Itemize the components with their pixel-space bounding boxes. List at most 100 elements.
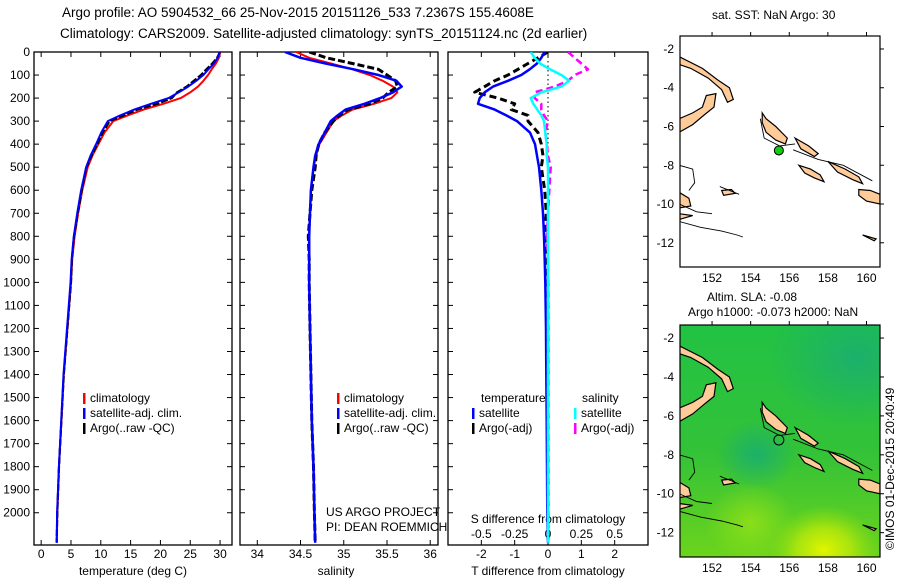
x-tick-label: 36	[424, 547, 438, 561]
x-tick-label: 10	[94, 547, 108, 561]
sla-map-title-line-2: Argo h1000: -0.073 h2000: NaN	[688, 305, 858, 319]
x-tick-label: 34	[251, 547, 265, 561]
map-frame	[679, 35, 881, 268]
temperature-satellite-line	[55, 52, 221, 543]
land-polygon	[761, 400, 788, 435]
s-diff-legend-label-0: satellite	[581, 406, 622, 420]
coastline-group	[680, 56, 880, 242]
sla-field-patch	[766, 325, 880, 428]
y-tick-label: 600	[10, 183, 30, 197]
land-polygon	[862, 524, 878, 532]
lat-tick-label: -6	[663, 120, 674, 134]
land-polygon	[858, 478, 880, 495]
y-tick-label: 1100	[4, 298, 30, 312]
reef-outline	[680, 165, 696, 191]
s-tick-label: -0.25	[501, 527, 529, 541]
x-tick-label: 15	[124, 547, 138, 561]
s-diff-legend-label-1: Argo(-adj)	[581, 421, 634, 435]
temperature-legend-swatch-0	[83, 393, 86, 404]
lon-tick-label: 154	[741, 561, 761, 575]
lat-tick-label: -8	[663, 158, 674, 172]
imos-watermark: ©IMOS 01-Dec-2015 20:40:49	[883, 387, 897, 550]
x-tick-label: 34.5	[289, 547, 313, 561]
temperature-legend-label-0: climatology	[90, 391, 150, 405]
x-tick-label: 35	[337, 547, 351, 561]
sst-map-panel: 152 154 156 158 160 -2 -4 -6 -8 -10 -12	[657, 32, 884, 285]
salinity-legend-label-1: satellite-adj. clim.	[344, 406, 436, 420]
y-tick-label: 1900	[3, 483, 30, 497]
land-polygon	[797, 453, 826, 473]
land-polygon	[680, 56, 735, 104]
s-tick-label: -0.5	[471, 527, 492, 541]
lon-tick-label: 154	[741, 271, 761, 285]
land-polygon	[761, 110, 788, 145]
temperature-legend-swatch-1	[83, 408, 86, 419]
lon-tick-label: 160	[856, 271, 876, 285]
reef-outline	[792, 438, 873, 471]
land-polygon	[793, 136, 820, 158]
lat-tick-label: -10	[657, 487, 675, 501]
reef-outline	[759, 118, 796, 147]
lon-tick-label: 152	[702, 271, 722, 285]
land-polygon	[858, 188, 880, 205]
t-legend-title: temperature	[481, 391, 546, 405]
figure-title-line-2: Climatology: CARS2009. Satellite-adjuste…	[60, 26, 587, 41]
plot-frame	[33, 51, 233, 546]
y-tick-label: 2000	[3, 506, 30, 520]
lat-tick-label: -8	[663, 448, 674, 462]
y-tick-label: 1400	[3, 368, 30, 382]
t-diff-legend-swatch-0	[472, 408, 475, 419]
salinity-panel: 34 34.5 35 35.5 36 salinity climatologysatelli…	[239, 51, 447, 578]
coastline-group	[680, 345, 880, 532]
s-tick-label: 0.5	[606, 527, 623, 541]
y-tick-label: 700	[10, 206, 30, 220]
land-polygon	[827, 450, 864, 475]
y-tick-label: 1700	[3, 437, 30, 451]
y-tick-label: 1200	[3, 321, 30, 335]
map-frame	[679, 324, 881, 558]
y-tick-label: 200	[10, 91, 30, 105]
land-polygon	[862, 234, 878, 242]
lat-tick-label: -12	[657, 526, 675, 540]
x-tick-label: -1	[509, 547, 520, 561]
y-tick-label: 100	[10, 68, 30, 82]
reef-outline	[719, 475, 740, 485]
land-polygon	[797, 164, 826, 183]
t-diff-argo-line	[473, 52, 550, 543]
land-polygon	[680, 481, 692, 499]
project-credit: US ARGO PROJECT	[326, 505, 441, 519]
lon-tick-label: 156	[779, 271, 799, 285]
temperature-climatology-line	[55, 52, 222, 543]
reef-outline	[680, 493, 713, 504]
lat-tick-label: -12	[657, 236, 675, 250]
land-polygon	[680, 92, 717, 133]
temperature-legend-label-2: Argo(..raw -QC)	[90, 421, 175, 435]
land-polygon	[680, 503, 693, 510]
x-tick-label: 0	[545, 547, 552, 561]
salinity-legend-label-2: Argo(..raw -QC)	[344, 421, 429, 435]
x-tick-label: 30	[213, 547, 227, 561]
argo-position-marker	[773, 145, 784, 156]
y-tick-label: 1300	[3, 344, 30, 358]
t-diff-legend-swatch-1	[472, 423, 475, 434]
x-tick-label: 35.5	[375, 547, 399, 561]
sla-field-patch	[716, 419, 797, 490]
y-tick-label: 1500	[3, 391, 30, 405]
x-axis-label: T difference from climatology	[471, 564, 625, 578]
sst-map-title: sat. SST: NaN Argo: 30	[712, 8, 836, 22]
y-tick-label: 800	[10, 229, 30, 243]
x-axis-label: salinity	[318, 564, 355, 578]
temperature-argo-line	[55, 52, 222, 543]
s-diff-legend-swatch-1	[574, 423, 577, 434]
land-polygon	[827, 160, 864, 185]
land-polygon	[680, 192, 692, 209]
x-tick-label: 5	[68, 547, 75, 561]
s-diff-legend-swatch-0	[574, 408, 577, 419]
y-tick-label: 1600	[3, 414, 30, 428]
sla-map-title-line-1: Altim. SLA: -0.08	[707, 290, 797, 304]
lon-tick-label: 158	[818, 561, 838, 575]
salinity-legend-swatch-1	[337, 408, 340, 419]
s-tick-label: 0.25	[570, 527, 594, 541]
